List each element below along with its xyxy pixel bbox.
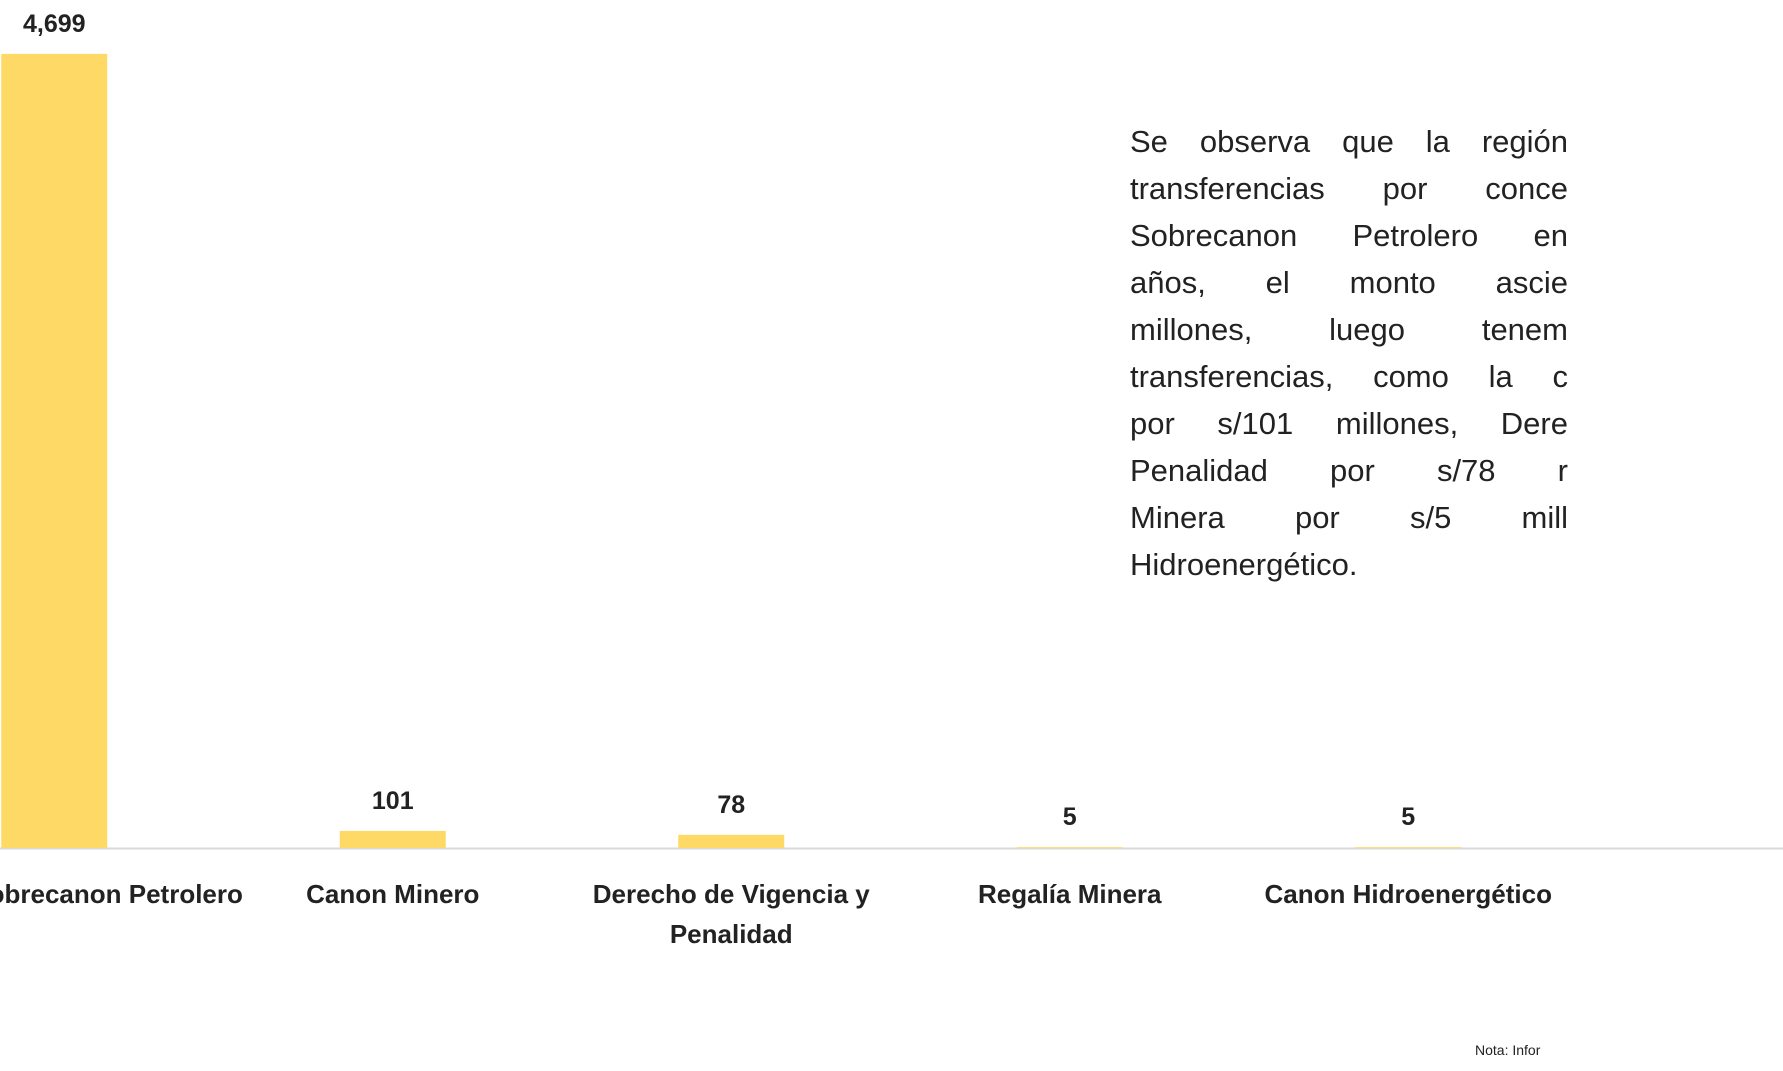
value-label: 5 [1063, 803, 1077, 831]
x-tick-label: Canon Minero [306, 879, 480, 909]
bar [678, 834, 785, 848]
bar [1, 53, 108, 848]
text-line: transferencias por conce [1130, 171, 1568, 206]
value-label: 5 [1401, 803, 1415, 831]
value-label: 101 [372, 787, 414, 815]
x-tick-label: Canon Hidroenergético [1264, 879, 1552, 909]
text-line: Sobrecanon Petrolero en [1130, 218, 1568, 253]
bar [339, 830, 446, 848]
bar [1016, 847, 1123, 849]
text-line: por s/101 millones, Dere [1130, 406, 1568, 441]
description: Se observa que la región transferencias p… [1130, 118, 1568, 588]
text-line: Minera por s/5 mill [1130, 500, 1568, 535]
value-label: 78 [717, 791, 745, 819]
text-line: años, el monto ascie [1130, 265, 1568, 300]
text-line: millones, luego tenem [1130, 312, 1568, 347]
text-line: Penalidad por s/78 r [1130, 453, 1568, 488]
bar [1355, 847, 1462, 849]
x-tick-label: y Sobrecanon Petrolero [0, 879, 243, 909]
value-label: 4,699 [23, 10, 86, 38]
note: Nota: Infor [1475, 1042, 1541, 1058]
text-line: Hidroenergético. [1130, 547, 1358, 582]
text-line: transferencias, como la c [1130, 359, 1568, 394]
text-line: Se observa que la región [1130, 124, 1568, 159]
x-tick-label: Regalía Minera [977, 879, 1162, 909]
x-tick-label: Derecho de Vigencia y Penalidad [592, 879, 870, 949]
